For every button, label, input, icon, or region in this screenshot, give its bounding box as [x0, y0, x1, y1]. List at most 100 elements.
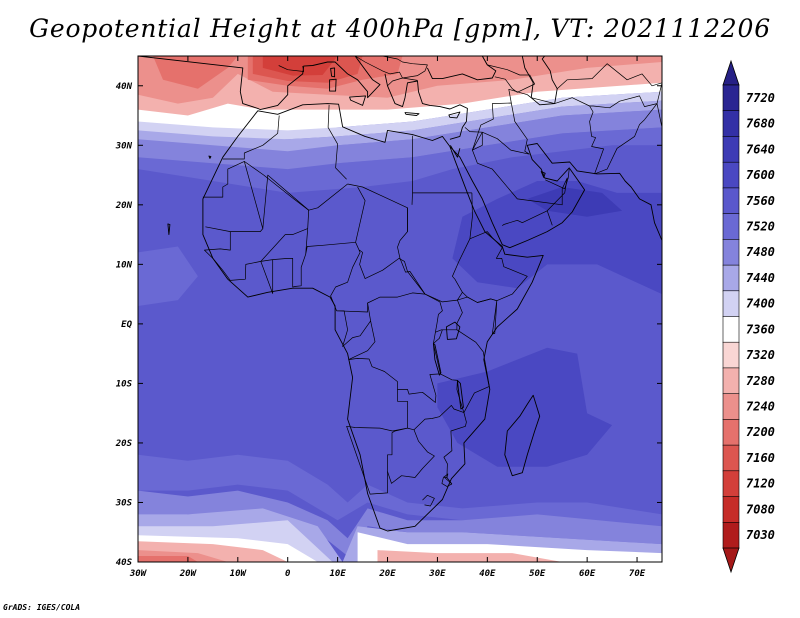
- lon-tick-label: 30E: [428, 569, 446, 579]
- border-morocco-algeria: [222, 115, 280, 160]
- colorbar-label: 7200: [746, 425, 775, 439]
- border-greece-north: [387, 77, 418, 87]
- colorbar-label: 7160: [746, 451, 775, 465]
- lat-tick-label: 10S: [116, 379, 133, 389]
- coastline-sicily: [349, 95, 367, 106]
- coastline-madagascar: [504, 394, 541, 477]
- coastline-sri-lanka: [686, 267, 696, 289]
- map-title: Geopotential Height at 400hPa [gpm], VT:…: [29, 14, 771, 43]
- border-iran-afghanistan-pakistan: [508, 88, 604, 175]
- height-band-6: [138, 109, 662, 170]
- border-pakistan-india: [594, 103, 662, 175]
- colorbar-label: 7280: [746, 374, 775, 388]
- lat-tick-label: 30N: [115, 141, 133, 151]
- colorbar-swatch: [722, 161, 740, 189]
- border-rwanda-uganda: [433, 329, 458, 344]
- colorbar-label: 7440: [746, 271, 775, 285]
- lat-tick-label: 40S: [116, 558, 133, 568]
- lat-tick-label: 30S: [115, 498, 133, 508]
- border-gabon-congo: [336, 310, 371, 347]
- border-mauritania: [202, 161, 264, 232]
- border-lesotho: [422, 494, 435, 507]
- lon-tick-label: 60E: [579, 569, 596, 579]
- height-band-4: [138, 454, 662, 533]
- colorbar-label: 7320: [746, 348, 775, 362]
- colorbar-label: 7560: [746, 194, 775, 208]
- colorbar-swatch: [722, 187, 740, 215]
- colorbar-label: 7400: [746, 297, 775, 311]
- colorbar-label: 7600: [746, 168, 775, 182]
- lon-tick-label: 10W: [230, 569, 248, 579]
- lon-tick-label: 0: [285, 569, 291, 579]
- coastlines: [138, 56, 696, 532]
- coastline-persian-gulf-qatar: [540, 171, 546, 178]
- map-frame: [137, 55, 663, 563]
- colorbar-swatch: [722, 521, 740, 549]
- height-band-7: [138, 490, 662, 556]
- colorbar-swatch: [722, 419, 740, 446]
- colorbar-label: 7520: [746, 220, 775, 234]
- lon-tick-label: 30W: [129, 569, 148, 579]
- lat-tick-label: 40N: [116, 82, 133, 92]
- coastline-crete: [404, 112, 420, 116]
- colorbar-bottom-arrow: [722, 547, 740, 574]
- colorbar-swatch: [722, 213, 740, 240]
- lon-tick-label: 40E: [479, 569, 496, 579]
- coastline-corsica: [330, 67, 336, 78]
- height-band-1: [437, 347, 613, 467]
- colorbar-label: 7680: [746, 117, 775, 131]
- lat-tick-label: 20N: [115, 201, 133, 211]
- coastline-black-sea: [426, 56, 497, 81]
- coastline-arabia: [449, 143, 662, 249]
- colorbar: 7720 7680 7640 7600 7560 7520 7480 7440 7400 7360…: [722, 59, 775, 574]
- colorbar-label: 7120: [746, 477, 775, 491]
- height-field-shading: [138, 56, 662, 562]
- coastline-cape-verde: [167, 223, 171, 236]
- coastline-balkans-turkey: [384, 73, 468, 140]
- height-band-17: [377, 550, 563, 562]
- coastline-sardinia: [329, 78, 337, 92]
- colorbar-swatch: [722, 470, 740, 498]
- coastline-africa-mainland: [202, 103, 544, 532]
- border-mozambique-zimbabwe-sa: [441, 473, 453, 487]
- colorbar-label: 7030: [746, 528, 775, 542]
- border-nigeria-cameroon-car: [330, 242, 426, 313]
- lat-tick-label: 20S: [115, 439, 133, 449]
- colorbar-swatch: [722, 316, 740, 343]
- colorbar-swatch: [722, 136, 740, 163]
- colorbar-label: 7640: [746, 142, 775, 156]
- colorbar-swatch: [722, 444, 740, 472]
- axis-ticks: 30W 20W 10W 0 10E 20E 30E 40E 50E 60E 70E 40N 30N 20N…: [115, 56, 662, 579]
- colorbar-swatch: [722, 393, 740, 421]
- lon-tick-label: 70E: [629, 569, 646, 579]
- coastline-europe-iberia: [138, 56, 381, 111]
- colorbar-label: 7240: [746, 400, 775, 414]
- colorbar-top-arrow: [722, 59, 740, 86]
- border-botswana-sa: [387, 429, 435, 484]
- border-central-asia: [556, 63, 662, 109]
- lon-tick-label: 20E: [378, 569, 396, 579]
- colorbar-label: 7360: [746, 322, 775, 336]
- border-balkans-interior: [354, 56, 428, 79]
- border-algeria-mali: [244, 161, 348, 211]
- lon-tick-label: 10E: [329, 569, 346, 579]
- colorbar-swatch: [722, 341, 740, 369]
- border-caucasus: [481, 56, 536, 93]
- border-gulf-of-guinea-states: [260, 254, 307, 288]
- colorbar-swatch: [722, 367, 740, 395]
- colorbar-swatch: [722, 264, 740, 292]
- colorbar-swatch: [722, 84, 740, 112]
- lon-tick-label: 50E: [529, 569, 546, 579]
- height-band-5: [138, 246, 198, 306]
- height-band-24: [262, 56, 338, 76]
- coastline-red-sea-sinai: [450, 145, 461, 158]
- border-west-africa-interior: [204, 231, 274, 294]
- software-credit: GrADS: IGES/COLA: [3, 603, 81, 612]
- colorbar-label: 7480: [746, 245, 775, 259]
- colorbar-swatch: [722, 239, 740, 266]
- colorbar-swatch: [722, 290, 740, 318]
- coastline-canary-islands: [208, 155, 212, 159]
- country-borders: [202, 56, 662, 507]
- colorbar-label: 7720: [746, 91, 775, 105]
